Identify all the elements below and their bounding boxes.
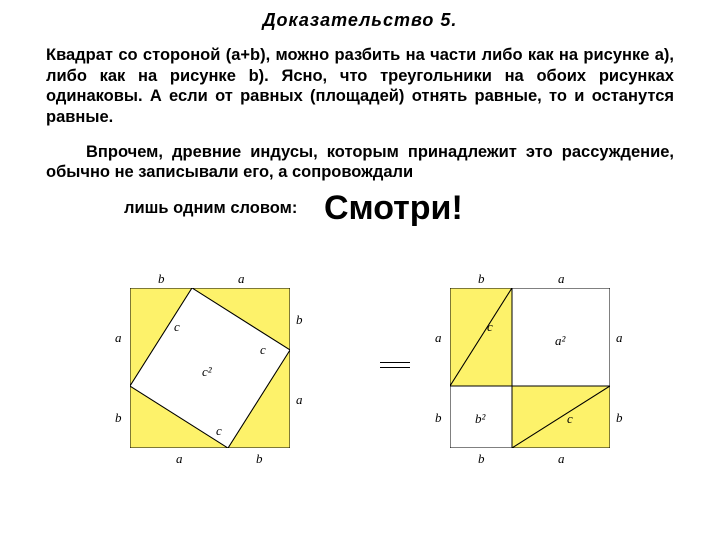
one-word-text: лишь одним словом:: [124, 199, 297, 218]
look-word: Смотри!: [324, 189, 463, 228]
r-top-b: b: [478, 271, 485, 287]
l-top-b: b: [158, 271, 165, 287]
r-right-a: a: [616, 330, 623, 346]
l-bot-a: a: [176, 451, 183, 467]
l-c2: c²: [202, 364, 212, 380]
l-left-a: a: [115, 330, 122, 346]
l-c-tr: c: [260, 342, 266, 358]
right-svg: [450, 288, 610, 448]
l-c-tl: c: [174, 319, 180, 335]
diagram-area: b a b a a b a b c c c c² b a a b b a a b c c a² b²: [0, 258, 720, 488]
r-right-b: b: [616, 410, 623, 426]
r-bot-a: a: [558, 451, 565, 467]
l-right-b: b: [296, 312, 303, 328]
proof-title: Доказательство 5.: [0, 10, 720, 31]
r-left-b: b: [435, 410, 442, 426]
l-c-bl: c: [216, 423, 222, 439]
l-left-b: b: [115, 410, 122, 426]
look-row: лишь одним словом: Смотри!: [46, 189, 674, 228]
r-c-br: c: [567, 411, 573, 427]
equals-icon: [380, 358, 410, 370]
r-bot-b: b: [478, 451, 485, 467]
r-top-a: a: [558, 271, 565, 287]
l-top-a: a: [238, 271, 245, 287]
r-b2: b²: [475, 411, 485, 427]
r-left-a: a: [435, 330, 442, 346]
paragraph-1: Квадрат со стороной (а+b), можно разбить…: [46, 45, 674, 128]
r-a2: a²: [555, 333, 565, 349]
paragraph-2: Впрочем, древние индусы, которым принадл…: [46, 142, 674, 183]
l-right-a: a: [296, 392, 303, 408]
r-c-tl: c: [487, 319, 493, 335]
l-bot-b: b: [256, 451, 263, 467]
